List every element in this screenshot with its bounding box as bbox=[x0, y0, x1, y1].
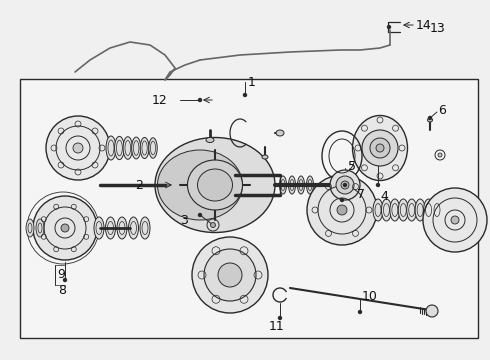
Bar bbox=[20, 79, 478, 338]
Ellipse shape bbox=[94, 217, 104, 239]
Circle shape bbox=[376, 144, 384, 152]
Circle shape bbox=[46, 116, 110, 180]
Ellipse shape bbox=[390, 199, 400, 221]
Circle shape bbox=[218, 263, 242, 287]
Circle shape bbox=[426, 305, 438, 317]
Ellipse shape bbox=[276, 130, 284, 136]
Ellipse shape bbox=[157, 150, 243, 220]
Text: 9: 9 bbox=[57, 267, 65, 280]
Ellipse shape bbox=[140, 217, 150, 239]
Ellipse shape bbox=[423, 199, 434, 221]
Ellipse shape bbox=[26, 219, 34, 237]
Ellipse shape bbox=[262, 155, 268, 159]
Ellipse shape bbox=[427, 118, 433, 122]
Text: 10: 10 bbox=[362, 289, 378, 302]
Text: 11: 11 bbox=[269, 320, 285, 333]
Circle shape bbox=[204, 249, 256, 301]
Ellipse shape bbox=[128, 217, 139, 239]
Ellipse shape bbox=[123, 137, 132, 159]
Ellipse shape bbox=[132, 137, 141, 159]
Circle shape bbox=[211, 222, 216, 228]
Text: 7: 7 bbox=[357, 188, 365, 201]
Circle shape bbox=[336, 176, 354, 194]
Circle shape bbox=[33, 196, 97, 260]
Ellipse shape bbox=[279, 176, 287, 194]
Circle shape bbox=[307, 175, 377, 245]
Circle shape bbox=[388, 26, 391, 28]
Ellipse shape bbox=[206, 138, 214, 143]
Text: 5: 5 bbox=[348, 159, 356, 172]
Ellipse shape bbox=[307, 176, 314, 194]
Circle shape bbox=[61, 224, 69, 232]
Ellipse shape bbox=[432, 199, 442, 221]
Text: 2: 2 bbox=[135, 179, 143, 192]
Ellipse shape bbox=[36, 219, 44, 237]
Circle shape bbox=[438, 153, 442, 157]
Ellipse shape bbox=[373, 199, 383, 221]
Ellipse shape bbox=[117, 217, 127, 239]
Circle shape bbox=[423, 188, 487, 252]
Text: 12: 12 bbox=[151, 94, 167, 107]
Circle shape bbox=[198, 213, 201, 216]
Circle shape bbox=[343, 184, 346, 186]
Ellipse shape bbox=[105, 217, 116, 239]
Text: 13: 13 bbox=[430, 22, 446, 35]
Circle shape bbox=[341, 198, 343, 202]
Circle shape bbox=[73, 143, 83, 153]
Circle shape bbox=[341, 181, 349, 189]
Ellipse shape bbox=[398, 199, 408, 221]
Circle shape bbox=[278, 316, 281, 320]
Ellipse shape bbox=[352, 116, 408, 180]
Ellipse shape bbox=[297, 176, 304, 194]
Circle shape bbox=[370, 138, 390, 158]
Text: 3: 3 bbox=[180, 213, 188, 226]
Text: 14: 14 bbox=[416, 18, 432, 32]
Ellipse shape bbox=[381, 199, 392, 221]
Ellipse shape bbox=[197, 169, 232, 201]
Text: 1: 1 bbox=[248, 76, 256, 89]
Circle shape bbox=[337, 205, 347, 215]
Circle shape bbox=[64, 279, 67, 282]
Circle shape bbox=[198, 99, 201, 102]
Ellipse shape bbox=[115, 136, 124, 159]
Ellipse shape bbox=[188, 160, 243, 210]
Circle shape bbox=[376, 184, 379, 186]
Text: 8: 8 bbox=[58, 284, 66, 297]
Circle shape bbox=[192, 237, 268, 313]
Ellipse shape bbox=[415, 199, 425, 221]
Ellipse shape bbox=[149, 138, 157, 158]
Circle shape bbox=[359, 310, 362, 314]
Circle shape bbox=[362, 130, 398, 166]
Ellipse shape bbox=[140, 138, 149, 158]
Text: 6: 6 bbox=[438, 104, 446, 117]
Circle shape bbox=[244, 94, 246, 96]
Ellipse shape bbox=[407, 199, 416, 221]
Circle shape bbox=[451, 216, 459, 224]
Ellipse shape bbox=[155, 138, 275, 233]
Text: 4: 4 bbox=[380, 189, 388, 202]
Ellipse shape bbox=[289, 176, 295, 194]
Ellipse shape bbox=[106, 136, 116, 160]
Circle shape bbox=[428, 117, 432, 120]
Circle shape bbox=[330, 170, 360, 200]
